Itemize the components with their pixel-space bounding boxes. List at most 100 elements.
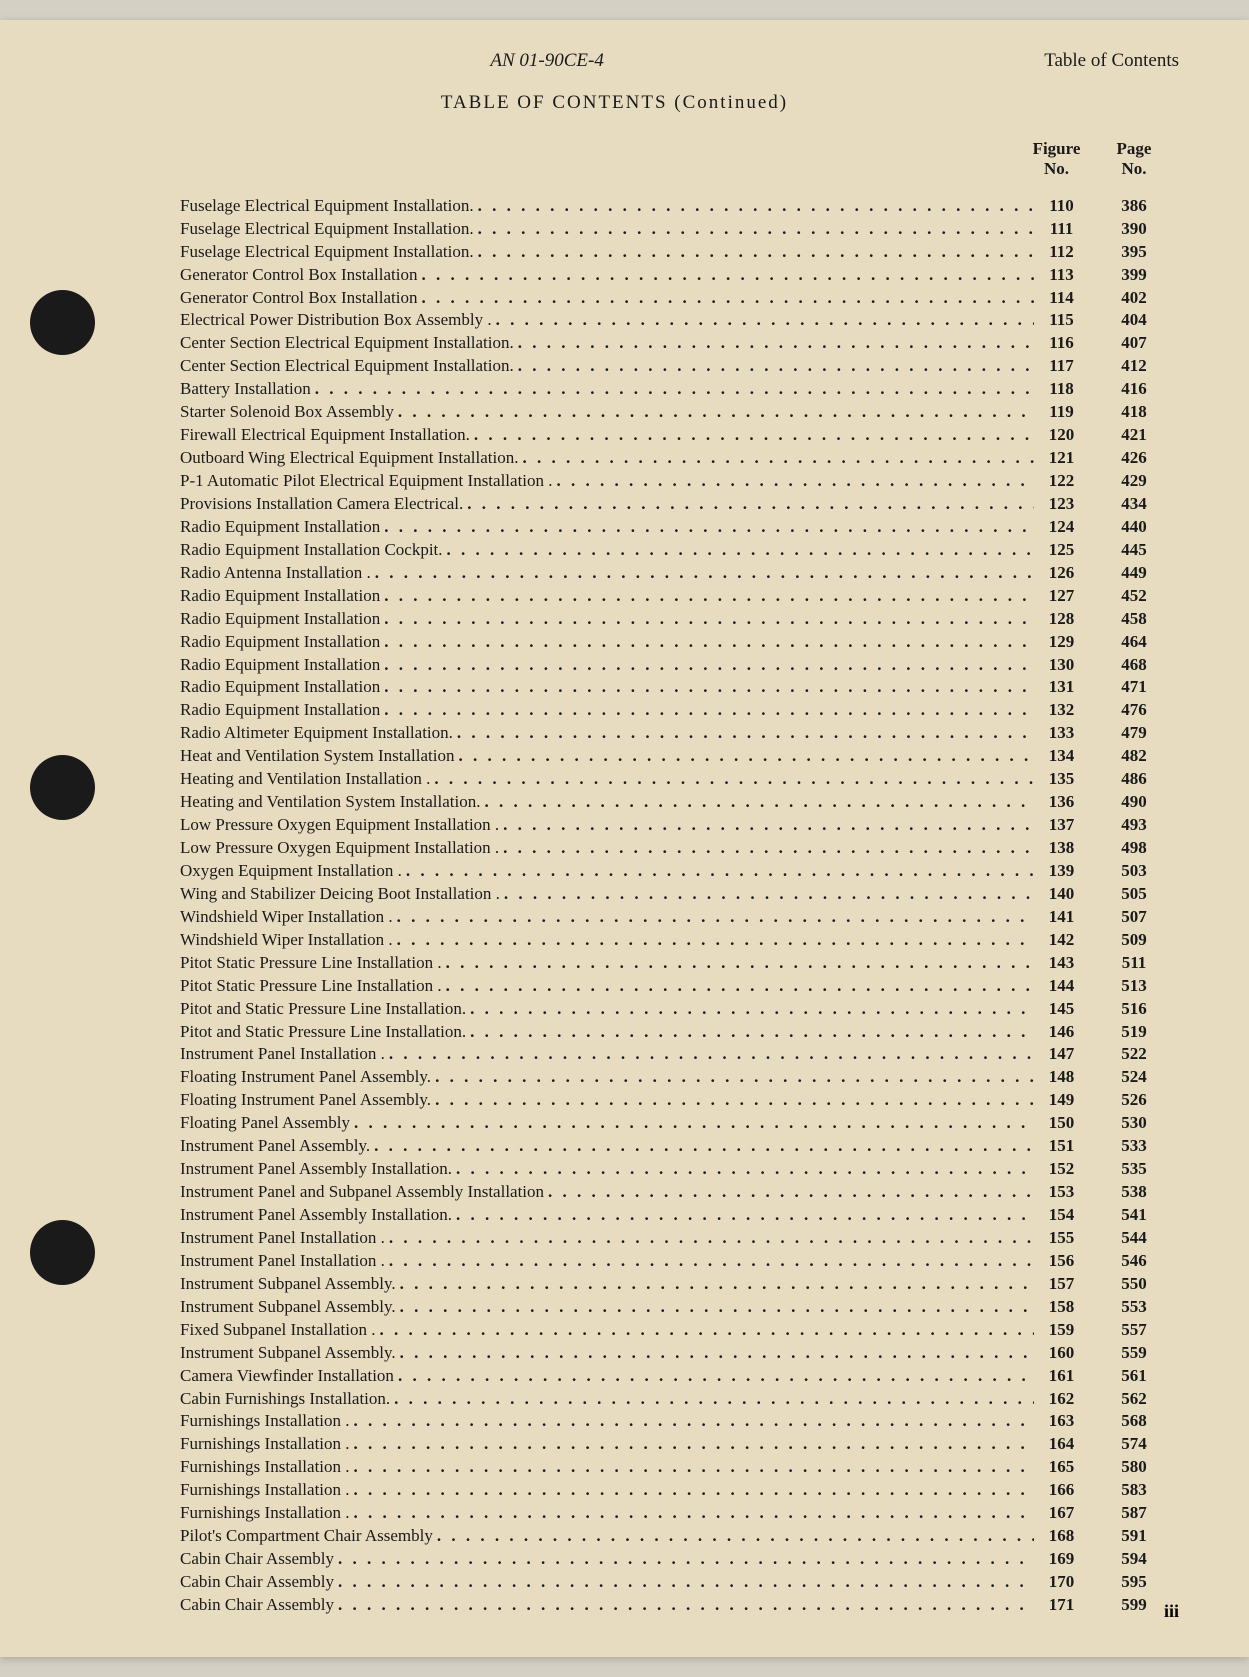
toc-row: Floating Instrument Panel Assembly. . . … [180, 1089, 1159, 1112]
toc-page-number: 544 [1109, 1227, 1159, 1250]
toc-row: Fuselage Electrical Equipment Installati… [180, 195, 1159, 218]
leader-dots: . . . . . . . . . . . . . . . . . . . . … [350, 1502, 1034, 1525]
toc-page-number: 429 [1109, 470, 1159, 493]
leader-dots: . . . . . . . . . . . . . . . . . . . . … [380, 608, 1034, 631]
toc-entry-title: Battery Installation [180, 378, 311, 401]
toc-page-number: 407 [1109, 332, 1159, 355]
leader-dots: . . . . . . . . . . . . . . . . . . . . … [443, 539, 1034, 562]
toc-entry-title: Radio Equipment Installation [180, 631, 380, 654]
toc-entry-title: Outboard Wing Electrical Equipment Insta… [180, 447, 518, 470]
toc-row: Electrical Power Distribution Box Assemb… [180, 309, 1159, 332]
leader-dots: . . . . . . . . . . . . . . . . . . . . … [430, 768, 1034, 791]
toc-entry-title: Furnishings Installation . [180, 1502, 350, 1525]
toc-entry-title: Heating and Ventilation System Installat… [180, 791, 480, 814]
toc-page-number: 599 [1109, 1594, 1159, 1617]
leader-dots: . . . . . . . . . . . . . . . . . . . . … [390, 1388, 1034, 1411]
leader-dots: . . . . . . . . . . . . . . . . . . . . … [453, 722, 1034, 745]
toc-page-number: 526 [1109, 1089, 1159, 1112]
leader-dots: . . . . . . . . . . . . . . . . . . . . … [474, 241, 1034, 264]
toc-page-number: 568 [1109, 1410, 1159, 1433]
page-header: AN 01-90CE-4 Table of Contents [50, 50, 1179, 72]
toc-page-number: 434 [1109, 493, 1159, 516]
leader-dots: . . . . . . . . . . . . . . . . . . . . … [470, 424, 1034, 447]
toc-row: Starter Solenoid Box Assembly . . . . . … [180, 401, 1159, 424]
leader-dots: . . . . . . . . . . . . . . . . . . . . … [350, 1112, 1034, 1135]
toc-row: Fuselage Electrical Equipment Installati… [180, 218, 1159, 241]
toc-figure-number: 168 [1034, 1525, 1089, 1548]
leader-dots: . . . . . . . . . . . . . . . . . . . . … [463, 493, 1034, 516]
toc-entry-title: Furnishings Installation . [180, 1479, 350, 1502]
leader-dots: . . . . . . . . . . . . . . . . . . . . … [499, 814, 1034, 837]
toc-page-number: 587 [1109, 1502, 1159, 1525]
toc-page-number: 426 [1109, 447, 1159, 470]
toc-page-number: 574 [1109, 1433, 1159, 1456]
toc-row: Furnishings Installation . . . . . . . .… [180, 1502, 1159, 1525]
toc-entry-title: Instrument Subpanel Assembly. [180, 1273, 396, 1296]
toc-entry-title: Low Pressure Oxygen Equipment Installati… [180, 814, 499, 837]
toc-figure-number: 124 [1034, 516, 1089, 539]
toc-page-number: 386 [1109, 195, 1159, 218]
toc-figure-number: 155 [1034, 1227, 1089, 1250]
leader-dots: . . . . . . . . . . . . . . . . . . . . … [480, 791, 1034, 814]
toc-entry-title: Electrical Power Distribution Box Assemb… [180, 309, 492, 332]
leader-dots: . . . . . . . . . . . . . . . . . . . . … [433, 1525, 1034, 1548]
toc-row: Heating and Ventilation System Installat… [180, 791, 1159, 814]
toc-row: Radio Equipment Installation . . . . . .… [180, 516, 1159, 539]
toc-figure-number: 122 [1034, 470, 1089, 493]
toc-page-number: 533 [1109, 1135, 1159, 1158]
toc-heading: TABLE OF CONTENTS (Continued) [50, 92, 1179, 114]
toc-entry-title: Windshield Wiper Installation . [180, 929, 393, 952]
toc-page-number: 402 [1109, 287, 1159, 310]
toc-row: Oxygen Equipment Installation . . . . . … [180, 860, 1159, 883]
toc-figure-number: 126 [1034, 562, 1089, 585]
toc-page-number: 507 [1109, 906, 1159, 929]
toc-entry-title: Wing and Stabilizer Deicing Boot Install… [180, 883, 500, 906]
leader-dots: . . . . . . . . . . . . . . . . . . . . … [380, 676, 1034, 699]
leader-dots: . . . . . . . . . . . . . . . . . . . . … [417, 264, 1034, 287]
toc-row: Pitot and Static Pressure Line Installat… [180, 998, 1159, 1021]
toc-row: Furnishings Installation . . . . . . . .… [180, 1433, 1159, 1456]
leader-dots: . . . . . . . . . . . . . . . . . . . . … [442, 952, 1034, 975]
toc-page-number: 513 [1109, 975, 1159, 998]
toc-entry-title: Furnishings Installation . [180, 1433, 350, 1456]
toc-row: Instrument Subpanel Assembly. . . . . . … [180, 1296, 1159, 1319]
content-wrapper: FigureNo. PageNo. Fuselage Electrical Eq… [180, 139, 1159, 1617]
toc-page-number: 511 [1109, 952, 1159, 975]
toc-page-number: 418 [1109, 401, 1159, 424]
toc-figure-number: 149 [1034, 1089, 1089, 1112]
toc-entry-title: Fixed Subpanel Installation . [180, 1319, 375, 1342]
toc-figure-number: 130 [1034, 654, 1089, 677]
leader-dots: . . . . . . . . . . . . . . . . . . . . … [514, 355, 1034, 378]
toc-row: Pitot and Static Pressure Line Installat… [180, 1021, 1159, 1044]
toc-figure-number: 145 [1034, 998, 1089, 1021]
toc-entry-title: Furnishings Installation . [180, 1410, 350, 1433]
toc-figure-number: 144 [1034, 975, 1089, 998]
leader-dots: . . . . . . . . . . . . . . . . . . . . … [393, 929, 1034, 952]
leader-dots: . . . . . . . . . . . . . . . . . . . . … [334, 1548, 1034, 1571]
toc-figure-number: 157 [1034, 1273, 1089, 1296]
toc-row: Furnishings Installation . . . . . . . .… [180, 1410, 1159, 1433]
leader-dots: . . . . . . . . . . . . . . . . . . . . … [385, 1227, 1034, 1250]
toc-entry-title: Cabin Furnishings Installation. [180, 1388, 390, 1411]
figure-column-header: FigureNo. [1029, 139, 1084, 180]
toc-entry-title: Fuselage Electrical Equipment Installati… [180, 195, 474, 218]
toc-row: Floating Instrument Panel Assembly. . . … [180, 1066, 1159, 1089]
toc-figure-number: 129 [1034, 631, 1089, 654]
leader-dots: . . . . . . . . . . . . . . . . . . . . … [396, 1296, 1034, 1319]
toc-entry-title: Fuselage Electrical Equipment Installati… [180, 218, 474, 241]
toc-row: Radio Equipment Installation . . . . . .… [180, 699, 1159, 722]
toc-page-number: 580 [1109, 1456, 1159, 1479]
toc-row: Radio Altimeter Equipment Installation. … [180, 722, 1159, 745]
toc-row: Wing and Stabilizer Deicing Boot Install… [180, 883, 1159, 906]
page-number: iii [1164, 1601, 1179, 1622]
toc-row: Furnishings Installation . . . . . . . .… [180, 1456, 1159, 1479]
toc-entry-title: Low Pressure Oxygen Equipment Installati… [180, 837, 499, 860]
toc-page-number: 524 [1109, 1066, 1159, 1089]
toc-figure-number: 146 [1034, 1021, 1089, 1044]
toc-row: Center Section Electrical Equipment Inst… [180, 355, 1159, 378]
toc-page-number: 530 [1109, 1112, 1159, 1135]
toc-figure-number: 125 [1034, 539, 1089, 562]
toc-row: Instrument Panel Installation . . . . . … [180, 1227, 1159, 1250]
toc-row: Camera Viewfinder Installation . . . . .… [180, 1365, 1159, 1388]
toc-row: P-1 Automatic Pilot Electrical Equipment… [180, 470, 1159, 493]
